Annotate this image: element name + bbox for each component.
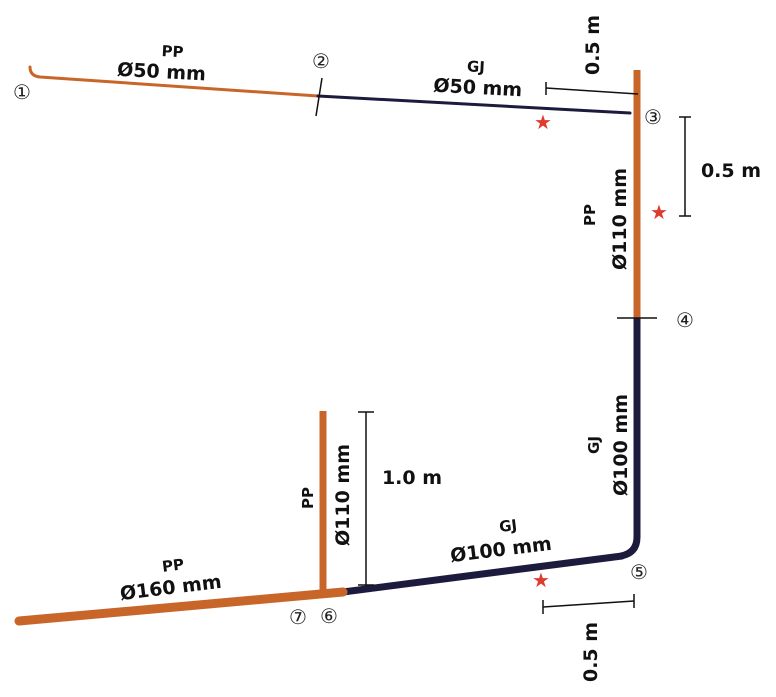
- pipe-pp-160: [14, 587, 348, 626]
- dim-label-bottom: 0.5 m: [580, 622, 602, 682]
- label-bottom-right: GJ Ø100 mm: [449, 516, 553, 567]
- dim-label-right: 0.5 m: [701, 160, 761, 182]
- label-material: GJ: [466, 57, 485, 76]
- label-material: GJ: [498, 516, 518, 536]
- label-material: PP: [161, 42, 184, 61]
- label-size: Ø110 mm: [332, 444, 354, 546]
- node-7: ⑦: [289, 605, 307, 629]
- dim-label-riser: 1.0 m: [382, 467, 442, 489]
- dim-line-top: [545, 87, 639, 95]
- node-4: ④: [676, 308, 694, 332]
- label-top-right: GJ Ø50 mm: [433, 57, 523, 102]
- label-size: Ø50 mm: [117, 59, 207, 86]
- pipe-pp-50: [28, 65, 320, 98]
- node-6: ⑥: [320, 604, 338, 628]
- label-bottom-left: PP Ø160 mm: [119, 555, 223, 605]
- label-size: Ø110 mm: [609, 168, 631, 270]
- label-size: Ø100 mm: [449, 533, 553, 567]
- label-vertical-lower: GJ Ø100 mm: [585, 394, 632, 496]
- label-material: PP: [161, 555, 185, 576]
- pipe-gj-50: [316, 94, 632, 115]
- label-material: PP: [299, 487, 317, 509]
- dim-line-bottom: [542, 600, 635, 608]
- node-2: ②: [312, 49, 330, 73]
- node-3: ③: [644, 105, 662, 129]
- label-top-left: PP Ø50 mm: [117, 42, 207, 86]
- label-vertical-upper: PP Ø110 mm: [581, 168, 631, 270]
- star-marker: ★: [534, 110, 552, 134]
- label-size: Ø100 mm: [610, 394, 632, 496]
- label-material: PP: [581, 204, 599, 226]
- node-5: ⑤: [630, 560, 648, 584]
- label-material: GJ: [585, 436, 603, 454]
- pipe-gj-100-bottom: [339, 552, 626, 596]
- star-marker: ★: [650, 200, 668, 224]
- node-1: ①: [13, 80, 31, 104]
- label-size: Ø50 mm: [433, 75, 523, 102]
- star-marker: ★: [532, 568, 550, 592]
- dim-label-top: 0.5 m: [582, 15, 604, 75]
- label-riser: PP Ø110 mm: [299, 444, 354, 546]
- joint-tick-2: [315, 77, 323, 117]
